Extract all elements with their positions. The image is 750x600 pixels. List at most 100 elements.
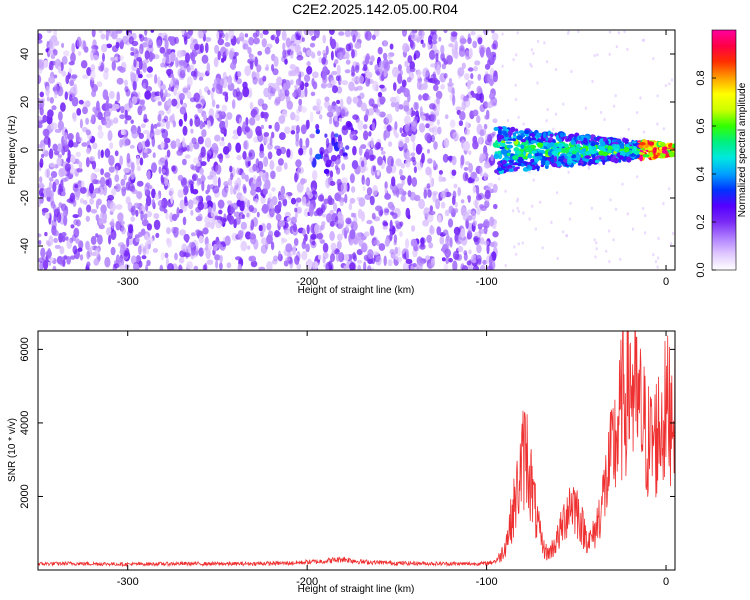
heatmap-cell xyxy=(346,260,350,269)
heatmap-cell xyxy=(349,197,356,204)
heatmap-cell xyxy=(367,265,372,270)
heatmap-cell xyxy=(479,129,485,137)
heatmap-cell xyxy=(492,71,498,83)
heatmap-cell xyxy=(219,262,223,270)
heatmap-cell xyxy=(512,138,516,142)
heatmap-cell xyxy=(329,220,335,227)
heatmap-cell xyxy=(236,71,242,78)
heatmap-cell xyxy=(461,62,466,69)
heatmap-cell xyxy=(384,193,391,200)
heatmap-cell xyxy=(136,155,140,166)
heatmap-cell xyxy=(330,105,337,113)
heatmap-cell xyxy=(72,114,77,123)
heatmap-cell xyxy=(337,141,344,149)
heatmap-cell xyxy=(227,204,232,213)
heatmap-cell xyxy=(532,178,535,182)
heatmap-cell xyxy=(627,127,630,131)
heatmap-cell xyxy=(300,124,307,135)
heatmap-cell xyxy=(459,35,466,46)
heatmap-cell xyxy=(225,153,230,159)
heatmap-cell xyxy=(532,51,535,56)
heatmap-cell xyxy=(212,82,218,89)
heatmap-cell xyxy=(427,189,432,198)
heatmap-cell xyxy=(325,261,332,270)
heatmap-cell xyxy=(158,159,163,166)
heatmap-cell xyxy=(536,39,540,44)
heatmap-cell xyxy=(154,129,162,136)
heatmap-cell xyxy=(43,136,51,145)
heatmap-cell xyxy=(289,51,294,59)
heatmap-cell xyxy=(155,232,160,238)
heatmap-cell xyxy=(338,31,345,36)
heatmap-cell xyxy=(54,179,60,186)
heatmap-cell xyxy=(382,52,388,60)
heatmap-cell xyxy=(517,115,520,119)
heatmap-cell xyxy=(607,145,613,152)
heatmap-cell xyxy=(133,58,137,68)
heatmap-cell xyxy=(361,144,367,149)
heatmap-cell xyxy=(528,153,532,159)
heatmap-cell xyxy=(310,233,317,240)
heatmap-cell xyxy=(145,37,153,46)
heatmap-cell xyxy=(292,223,297,232)
heatmap-cell xyxy=(81,142,88,147)
heatmap-cell xyxy=(166,238,173,248)
heatmap-cell xyxy=(553,145,558,151)
heatmap-cell xyxy=(242,81,248,90)
heatmap-cell xyxy=(460,206,467,217)
heatmap-cell xyxy=(612,139,617,143)
heatmap-cell xyxy=(90,69,96,81)
heatmap-cell xyxy=(235,142,242,153)
heatmap-cell xyxy=(616,152,620,158)
heatmap-cell xyxy=(97,149,101,160)
snr-xlabel: Height of straight line (km) xyxy=(298,584,415,595)
heatmap-cell xyxy=(386,165,393,174)
heatmap-cell xyxy=(210,222,215,230)
heatmap-cell xyxy=(194,43,200,51)
heatmap-cell xyxy=(565,234,568,238)
heatmap-cell xyxy=(45,85,50,97)
heatmap-cell xyxy=(459,111,466,121)
heatmap-cell xyxy=(488,255,493,265)
heatmap-cell xyxy=(197,30,205,39)
heatmap-cell xyxy=(577,30,580,34)
spectrogram-ylabel: Frequency (Hz) xyxy=(7,116,18,185)
heatmap-cell xyxy=(211,99,216,108)
heatmap-cell xyxy=(72,199,77,207)
heatmap-cell xyxy=(484,199,490,209)
heatmap-cell xyxy=(421,115,426,121)
heatmap-cell xyxy=(473,199,479,207)
heatmap-cell xyxy=(202,264,207,270)
heatmap-cell xyxy=(138,48,143,55)
heatmap-cell xyxy=(406,65,411,74)
heatmap-cell xyxy=(247,245,251,250)
heatmap-cell xyxy=(388,141,393,147)
heatmap-cell xyxy=(410,238,418,247)
heatmap-cell xyxy=(377,156,383,166)
heatmap-cell xyxy=(379,209,384,216)
heatmap-cell xyxy=(541,246,544,250)
heatmap-cell xyxy=(554,112,558,116)
heatmap-cell xyxy=(228,215,235,225)
heatmap-cell xyxy=(668,143,672,148)
heatmap-cell xyxy=(200,146,206,158)
heatmap-cell xyxy=(582,137,588,143)
heatmap-cell xyxy=(457,245,464,253)
heatmap-cell xyxy=(472,185,477,194)
heatmap-cell xyxy=(165,120,170,130)
heatmap-cell xyxy=(79,198,84,204)
heatmap-cell xyxy=(363,64,368,72)
heatmap-cell xyxy=(272,68,279,76)
heatmap-cell xyxy=(315,128,320,135)
heatmap-cell xyxy=(357,74,365,84)
heatmap-cell xyxy=(443,229,449,235)
heatmap-cell xyxy=(453,208,459,214)
heatmap-cell xyxy=(378,243,386,251)
heatmap-cell xyxy=(244,197,249,208)
heatmap-cell xyxy=(74,184,79,189)
heatmap-cell xyxy=(177,174,184,181)
heatmap-cell xyxy=(75,192,80,201)
heatmap-cell xyxy=(422,67,430,79)
heatmap-cell xyxy=(244,126,250,133)
heatmap-cell xyxy=(463,166,469,171)
